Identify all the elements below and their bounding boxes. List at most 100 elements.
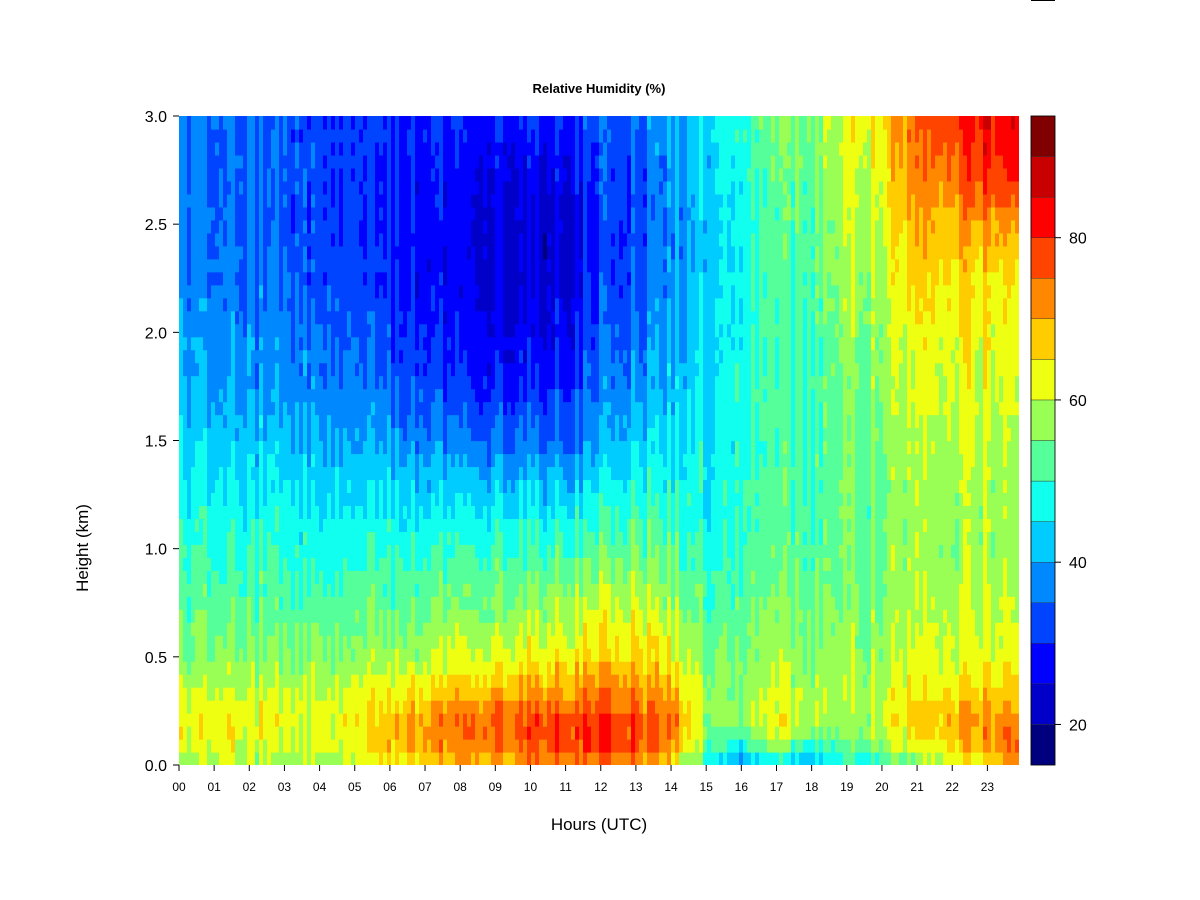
heatmap-cell [331, 687, 336, 701]
heatmap-cell [391, 375, 396, 390]
heatmap-cell [279, 141, 284, 156]
heatmap-cell [383, 414, 388, 429]
heatmap-cell [511, 128, 516, 143]
heatmap-cell [311, 232, 316, 247]
chart-title: Relative Humidity (%) [533, 81, 666, 96]
heatmap-cell [563, 310, 568, 325]
heatmap-cell [363, 206, 368, 221]
heatmap-cell [359, 531, 364, 545]
heatmap-cell [419, 349, 424, 364]
heatmap-cell [499, 128, 504, 143]
heatmap-cell [319, 674, 324, 688]
heatmap-cell [523, 427, 528, 442]
heatmap-cell [215, 180, 220, 195]
heatmap-cell [243, 557, 248, 571]
heatmap-cell [335, 687, 340, 701]
heatmap-cell [555, 583, 560, 597]
heatmap-cell [323, 284, 328, 299]
heatmap-cell [199, 648, 204, 662]
heatmap-cell [399, 466, 404, 481]
heatmap-cell [459, 570, 464, 584]
heatmap-cell [219, 622, 224, 636]
heatmap-cell [363, 583, 368, 597]
heatmap-cell [379, 648, 384, 662]
heatmap-cell [483, 167, 488, 182]
heatmap-cell [215, 284, 220, 299]
heatmap-cell [387, 414, 392, 429]
heatmap-cell [279, 440, 284, 455]
heatmap-cell [203, 674, 208, 688]
heatmap-cell [199, 570, 204, 584]
heatmap-cell [403, 271, 408, 286]
heatmap-cell [339, 453, 344, 468]
heatmap-cell [191, 505, 196, 519]
heatmap-cell [531, 635, 536, 649]
heatmap-cell [307, 518, 312, 532]
heatmap-cell [435, 583, 440, 597]
heatmap-cell [283, 440, 288, 455]
heatmap-cell [215, 375, 220, 390]
heatmap-cell [351, 661, 356, 675]
heatmap-cell [571, 492, 576, 506]
heatmap-cell [407, 193, 412, 208]
heatmap-cell [367, 258, 372, 273]
heatmap-cell [339, 167, 344, 182]
heatmap-cell [543, 700, 548, 714]
heatmap-cell [279, 687, 284, 701]
heatmap-cell [347, 245, 352, 260]
heatmap-cell [303, 661, 308, 675]
heatmap-cell [207, 648, 212, 662]
heatmap-cell [419, 154, 424, 169]
heatmap-cell [427, 336, 432, 351]
heatmap-cell [179, 466, 184, 481]
heatmap-cell [475, 479, 480, 494]
heatmap-cell [551, 388, 556, 403]
heatmap-cell [539, 544, 544, 558]
heatmap-cell [227, 297, 232, 312]
heatmap-cell [303, 479, 308, 494]
heatmap-cell [335, 635, 340, 649]
heatmap-cell [447, 479, 452, 494]
heatmap-cell [407, 375, 412, 390]
heatmap-cell [503, 219, 508, 234]
heatmap-cell [239, 531, 244, 545]
heatmap-cell [215, 206, 220, 221]
heatmap-cell [255, 583, 260, 597]
heatmap-cell [219, 388, 224, 403]
heatmap-cell [539, 635, 544, 649]
heatmap-cell [507, 479, 512, 494]
heatmap-cell [339, 492, 344, 506]
heatmap-cell [527, 297, 532, 312]
heatmap-cell [331, 349, 336, 364]
heatmap-cell [431, 167, 436, 182]
heatmap-cell [327, 518, 332, 532]
heatmap-cell [535, 687, 540, 701]
heatmap-cell [307, 258, 312, 273]
heatmap-cell [459, 141, 464, 156]
heatmap-cell [215, 713, 220, 727]
heatmap-cell [539, 362, 544, 377]
heatmap-cell [403, 726, 408, 740]
heatmap-cell [267, 726, 272, 740]
heatmap-cell [335, 739, 340, 753]
heatmap-cell [231, 245, 236, 260]
heatmap-cell [559, 609, 564, 623]
heatmap-cell [399, 700, 404, 714]
heatmap-cell [515, 193, 520, 208]
heatmap-cell [519, 635, 524, 649]
heatmap-cell [527, 232, 532, 247]
heatmap-cell [419, 674, 424, 688]
heatmap-cell [391, 596, 396, 610]
heatmap-cell [415, 154, 420, 169]
heatmap-cell [359, 401, 364, 416]
heatmap-cell [463, 492, 468, 506]
heatmap-cell [227, 635, 232, 649]
heatmap-cell [379, 116, 384, 130]
heatmap-cell [283, 167, 288, 182]
heatmap-cell [259, 505, 264, 519]
heatmap-cell [255, 648, 260, 662]
heatmap-cell [319, 388, 324, 403]
heatmap-cell [519, 492, 524, 506]
heatmap-cell [363, 401, 368, 416]
heatmap-cell [471, 752, 476, 765]
